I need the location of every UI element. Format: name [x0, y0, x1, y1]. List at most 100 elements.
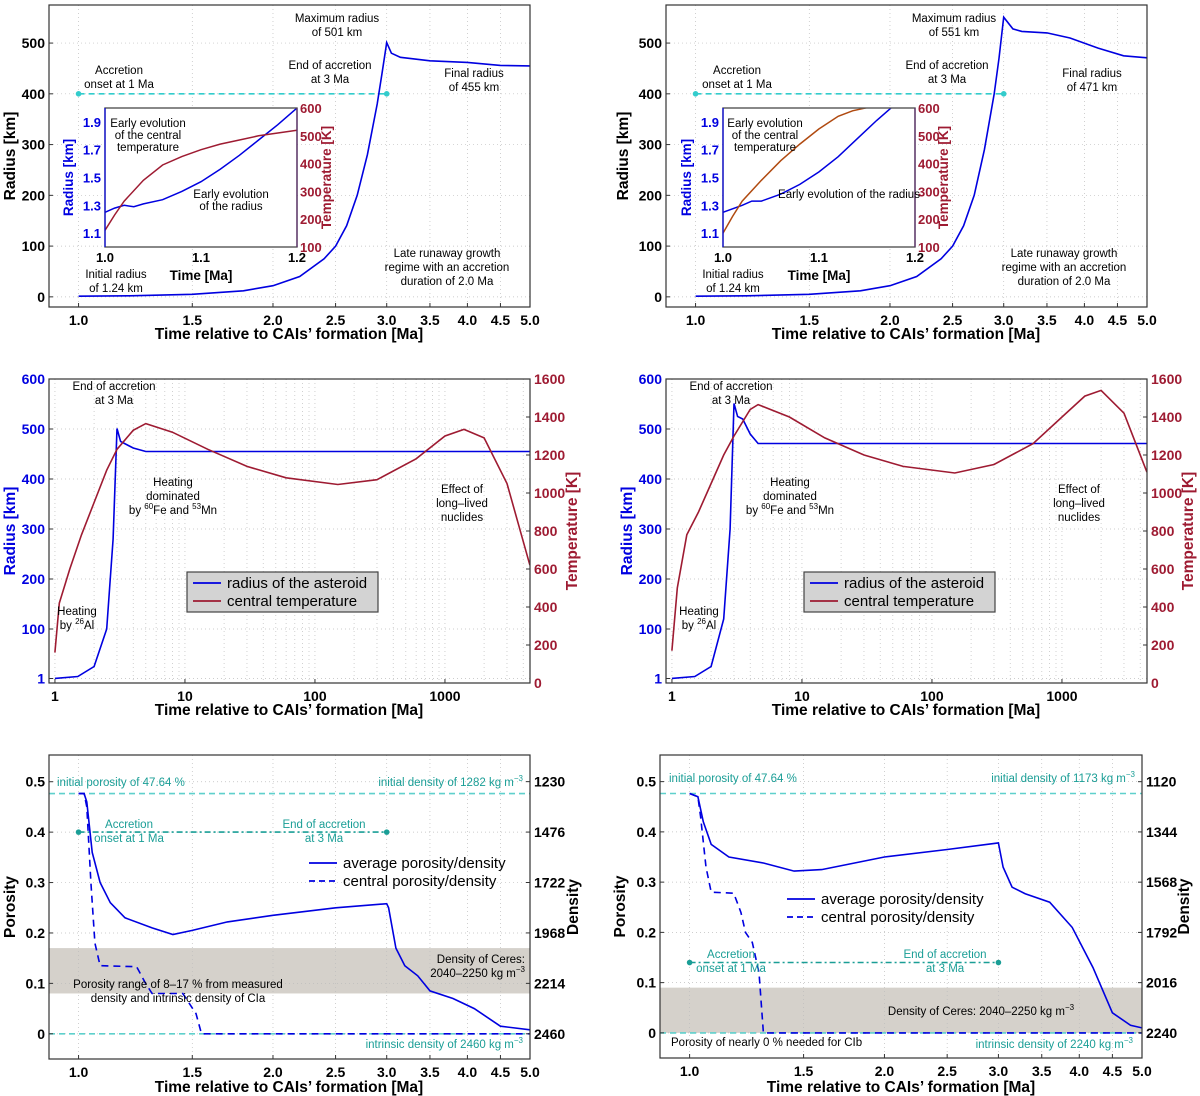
plot-area	[49, 755, 530, 1059]
y-tick-label: 400	[639, 471, 663, 487]
y2-tick-label: 2460	[534, 1026, 565, 1042]
x-tick-label: 4.0	[1070, 1063, 1090, 1079]
x-tick-label: 3.5	[420, 312, 440, 328]
x-tick-label: 1.5	[800, 312, 820, 328]
legend-label: radius of the asteroid	[227, 575, 367, 592]
annotation-text: onset at 1 Ma	[84, 79, 154, 91]
annotation-text: Density of Ceres: 2040–2250 kg m−3	[888, 1003, 1075, 1018]
annotation-text: Density of Ceres:	[437, 954, 525, 966]
series-marker	[383, 829, 390, 835]
series-marker	[75, 829, 82, 835]
inset-series-early-central-temperature	[105, 129, 297, 231]
y-tick-label: 200	[639, 187, 663, 203]
x-tick-label: 4.5	[491, 312, 511, 328]
series-marker	[383, 91, 390, 97]
y-tick-label: 0	[654, 289, 662, 305]
series-line-radius	[695, 15, 1147, 297]
annotation-text: of 455 km	[449, 82, 500, 94]
y2-tick-label: 1230	[534, 774, 565, 790]
y-axis-label: Porosity	[2, 876, 19, 938]
x-tick-label: 1000	[429, 688, 460, 704]
y2-tick-label: 1600	[534, 371, 565, 387]
x-tick-label: 1.5	[183, 312, 203, 328]
x-tick-label: 3.0	[989, 1063, 1009, 1079]
y-tick-label: 1	[654, 671, 662, 687]
chart-panel-porosity-left: 1.0 1.5 2.0 2.5 3.0 3.5 4.0 4.5 5.0 0 0.1 0.2 0.3 0.4…	[2, 754, 582, 1096]
inset-y2-tick-label: 600	[300, 101, 322, 116]
y2-tick-label: 1722	[534, 875, 565, 891]
x-axis-label: Time relative to CAIs’ formation [Ma]	[767, 1079, 1035, 1096]
y-tick-label: 0.1	[637, 975, 657, 991]
y-tick-label: 0.4	[26, 824, 46, 840]
annotation-text: of 1.24 km	[706, 283, 760, 295]
y-tick-label: 100	[639, 238, 663, 254]
series-line-radius	[78, 39, 530, 297]
inset-y-tick-label: 1.3	[701, 198, 719, 213]
annotation-text: of 471 km	[1067, 82, 1118, 94]
x-tick-label: 4.0	[1075, 312, 1095, 328]
legend-label: average porosity/density	[821, 891, 984, 908]
x-axis-label: Time relative to CAIs’ formation [Ma]	[155, 702, 423, 719]
legend-label: radius of the asteroid	[844, 575, 984, 592]
annotation-text: Porosity of nearly 0 % needed for CIb	[671, 1037, 862, 1049]
y-tick-label: 400	[22, 471, 46, 487]
y2-tick-label: 1344	[1146, 824, 1177, 840]
x-tick-label: 4.0	[458, 312, 478, 328]
annotation-text: Effect of	[441, 484, 484, 496]
inset-annotation-text: temperature	[117, 142, 179, 154]
annotation-text: duration of 2.0 Ma	[401, 276, 494, 288]
annotation-text: initial porosity of 47.64 %	[57, 777, 185, 789]
inset-y-tick-label: 1.7	[83, 143, 101, 158]
plot-frame	[48, 754, 531, 1060]
y-tick-label: 0.3	[637, 874, 657, 890]
x-tick-label: 3.0	[994, 312, 1014, 328]
series-line-average-porosity-density	[78, 792, 530, 1031]
inset-annotation-text: Early evolution	[110, 118, 185, 130]
legend-label: central temperature	[844, 593, 974, 610]
y-tick-label: 0	[648, 1025, 656, 1041]
x-tick-label: 10	[794, 688, 810, 704]
annotation-text: Heating	[770, 477, 810, 489]
annotation-text: by 60Fe and 53Mn	[746, 502, 834, 517]
annotation-text: Late runaway growth	[394, 248, 501, 260]
inset-y-tick-label: 1.7	[701, 143, 719, 158]
annotation-text: Initial radius	[702, 269, 764, 281]
inset-y-tick-label: 1.5	[83, 171, 101, 186]
annotation-text: onset at 1 Ma	[702, 79, 772, 91]
inset-y-tick-label: 1.3	[83, 198, 101, 213]
series-marker	[995, 959, 1002, 966]
inset-y-tick-label: 1.5	[701, 171, 719, 186]
shaded-band	[660, 987, 1142, 1033]
annotation-text: Accretion	[105, 819, 153, 831]
y-tick-label: 1	[37, 671, 45, 687]
x-tick-label: 100	[920, 688, 944, 704]
y2-tick-label: 600	[1151, 561, 1175, 577]
series-line-central-temperature	[671, 389, 1147, 651]
y-axis-label: Porosity	[612, 875, 629, 937]
annotation-text: by 26Al	[60, 617, 94, 632]
annotation-text: Maximum radius	[912, 13, 997, 25]
annotation-text: onset at 1 Ma	[94, 833, 164, 845]
x-tick-label: 1.0	[686, 312, 706, 328]
y-tick-label: 0.3	[26, 875, 46, 891]
x-tick-label: 2.0	[263, 312, 283, 328]
y-tick-label: 400	[639, 86, 663, 102]
y-axis-label: Radius [km]	[2, 112, 19, 201]
inset-annotation-text: Early evolution	[727, 118, 802, 130]
x-tick-label: 2.5	[943, 312, 963, 328]
chart-panel-radius-temperature-right: 1 10 100 1000 1 100 200 300 400 500 600 0 200 400 600 8…	[619, 371, 1197, 719]
y2-tick-label: 800	[1151, 523, 1175, 539]
annotation-text: at 3 Ma	[712, 395, 751, 407]
inset-y2-tick-label: 400	[300, 157, 322, 172]
inset-y2-tick-label: 100	[918, 240, 940, 255]
y-tick-label: 0	[37, 289, 45, 305]
annotation-text: at 3 Ma	[311, 74, 350, 86]
x-tick-label: 1000	[1046, 688, 1077, 704]
inset-y2-tick-label: 500	[918, 129, 940, 144]
y-axis-label: Radius [km]	[615, 112, 632, 201]
y2-tick-label: 1568	[1146, 874, 1177, 890]
annotation-text: Late runaway growth	[1011, 248, 1118, 260]
